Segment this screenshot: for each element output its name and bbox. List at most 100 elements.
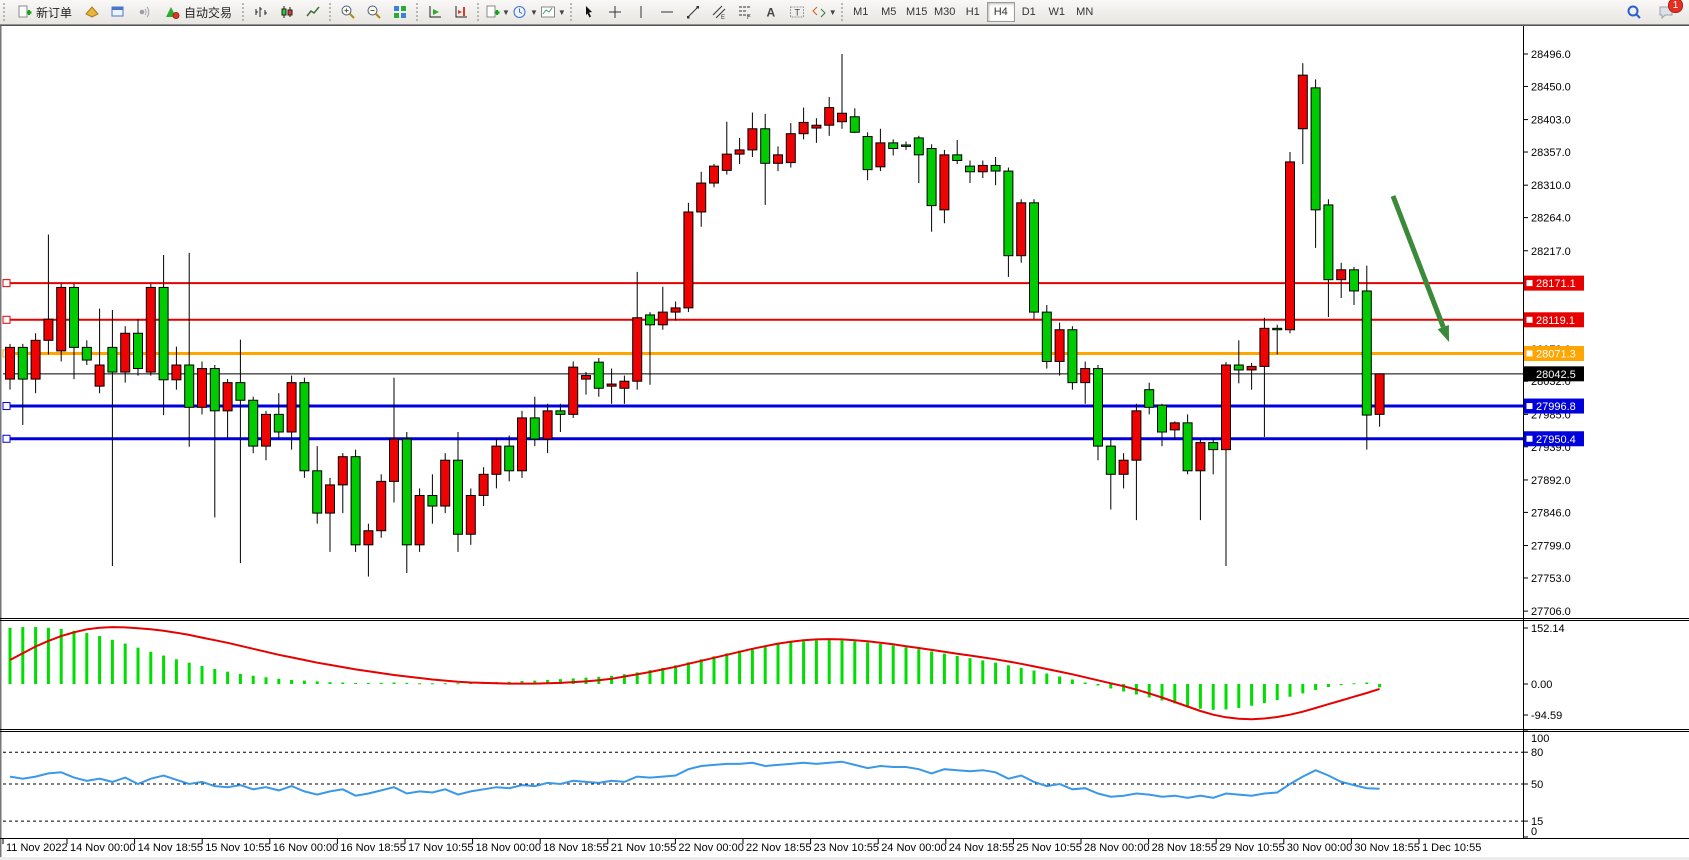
signals-icon[interactable]: [131, 2, 157, 22]
candle-bullish: [1246, 365, 1257, 371]
channel-tool-button[interactable]: E: [706, 2, 732, 22]
svg-text:E: E: [721, 15, 725, 20]
auto-scroll-button[interactable]: [422, 2, 448, 22]
price-tag-28171.1: [1524, 275, 1584, 291]
timeframe-m1-button[interactable]: M1: [853, 6, 869, 18]
trend-arrow-head[interactable]: [1437, 324, 1449, 342]
chart-shift-button[interactable]: [448, 2, 474, 22]
macd-histogram-bar: [878, 643, 882, 684]
candle-bearish: [299, 382, 310, 472]
trendline-tool-button[interactable]: [680, 2, 706, 22]
time-label: 15 Nov 10:55: [205, 842, 270, 854]
indicators-button-caret-icon[interactable]: ▼: [502, 7, 510, 17]
candle-bullish: [1118, 459, 1129, 475]
macd-histogram-bar: [814, 640, 818, 684]
fibonacci-tool-button[interactable]: F: [732, 2, 758, 22]
bar-chart-mode-button[interactable]: [248, 2, 274, 22]
trend-arrow-annotation[interactable]: [1390, 195, 1446, 328]
candle-bearish: [17, 346, 28, 380]
templates-button-caret-icon[interactable]: ▼: [557, 7, 566, 17]
rsi-tick-label: 15: [1531, 816, 1543, 828]
indicators-button[interactable]: ▼: [483, 2, 511, 22]
macd-histogram-bar: [1070, 679, 1074, 684]
line-anchor-27996.8[interactable]: [2, 402, 11, 411]
candle-bearish: [1310, 87, 1321, 211]
time-label: 16 Nov 18:55: [340, 842, 405, 854]
timeframe-m15-button[interactable]: M15: [906, 6, 928, 18]
candle-bearish: [593, 361, 604, 389]
macd-histogram-bar: [290, 679, 294, 684]
timeframe-m30-button[interactable]: M30: [934, 6, 956, 18]
candle-bullish: [721, 153, 732, 171]
candle-bullish: [837, 112, 847, 123]
candle-bearish: [158, 286, 169, 381]
price-tick-label: 28264.0: [1531, 213, 1571, 225]
line-anchor-27950.4[interactable]: [2, 434, 11, 443]
price-tag-label: 28071.3: [1536, 349, 1576, 361]
macd-histogram-bar: [238, 673, 242, 684]
macd-histogram-bar: [1211, 684, 1215, 710]
candle-bullish: [145, 286, 156, 373]
tile-icon: [394, 6, 407, 18]
timeframe-m5-button[interactable]: M5: [881, 6, 897, 18]
zoom-in-icon: [341, 5, 355, 19]
timeframe-d1-button[interactable]: D1: [1021, 6, 1036, 18]
macd-histogram-bar: [840, 640, 844, 684]
shapes-tool-button[interactable]: ▼: [810, 2, 838, 22]
price-tick-label: 28357.0: [1531, 147, 1571, 159]
price-tag-anchor-icon: [1526, 316, 1533, 323]
notifications-button[interactable]: 1: [1653, 0, 1683, 22]
candle-bullish: [1169, 422, 1180, 431]
profile-icon[interactable]: [79, 2, 105, 22]
macd-histogram-bar: [1006, 665, 1010, 684]
candle-bullish: [363, 530, 374, 546]
toolbar-grip: [1, 3, 8, 21]
macd-histogram-bar: [917, 649, 921, 684]
tile-windows-button[interactable]: [387, 2, 413, 22]
zoom-in-button[interactable]: [335, 2, 361, 22]
candle-bearish: [529, 417, 540, 440]
time-label: 23 Nov 10:55: [814, 842, 879, 854]
candlestick-mode-button[interactable]: [274, 2, 300, 22]
market-watch-icon[interactable]: [105, 2, 131, 22]
candle-bullish: [619, 380, 630, 389]
vertical-line-tool-button[interactable]: [628, 2, 654, 22]
shapes-icon: [812, 6, 826, 18]
periods-button-caret-icon[interactable]: ▼: [529, 7, 538, 17]
timeframe-mn-button[interactable]: MN: [1076, 6, 1094, 18]
price-tick-label: 27846.0: [1531, 507, 1571, 519]
timeframe-h4-button[interactable]: H4: [986, 2, 1015, 22]
price-tick-label: 27799.0: [1531, 541, 1571, 553]
new-order-button[interactable]: 新订单: [9, 2, 79, 22]
rsi-tick-label: 0: [1531, 826, 1537, 838]
price-tag-label: 27950.4: [1536, 434, 1576, 446]
line-anchor-28171.1[interactable]: [2, 279, 11, 288]
periods-button[interactable]: ▼: [511, 2, 539, 22]
shapes-tool-button-caret-icon[interactable]: ▼: [828, 7, 837, 17]
price-tag-label: 28119.1: [1536, 315, 1575, 327]
timeframe-h1-button[interactable]: H1: [965, 6, 980, 18]
auto-trading-button[interactable]: 自动交易: [157, 2, 239, 22]
macd-histogram-bar: [1122, 684, 1126, 692]
macd-histogram-bar: [226, 671, 230, 684]
timeframe-w1-button[interactable]: W1: [1048, 6, 1065, 18]
line-anchor-28119.1[interactable]: [2, 315, 11, 324]
line-chart-mode-button[interactable]: [300, 2, 326, 22]
macd-histogram-bar: [1352, 683, 1356, 685]
hline-icon: [660, 11, 673, 13]
crosshair-tool-button[interactable]: [602, 2, 628, 22]
macd-histogram-bar: [1224, 684, 1228, 710]
zoom-out-button[interactable]: [361, 2, 387, 22]
templates-button[interactable]: ▼: [539, 2, 567, 22]
cursor-icon: [585, 6, 592, 18]
text-label-tool-button[interactable]: T: [784, 2, 810, 22]
horizontal-line-tool-button[interactable]: [654, 2, 680, 22]
macd-histogram-bar: [392, 682, 396, 684]
macd-histogram-bar: [443, 683, 447, 685]
search-button[interactable]: [1621, 2, 1647, 22]
text-tool-button[interactable]: A: [758, 2, 784, 22]
rsi-tick-label: 50: [1531, 779, 1543, 791]
candle-bullish: [286, 382, 297, 433]
macd-histogram-bar: [1045, 673, 1049, 684]
cursor-tool-button[interactable]: [576, 2, 602, 22]
